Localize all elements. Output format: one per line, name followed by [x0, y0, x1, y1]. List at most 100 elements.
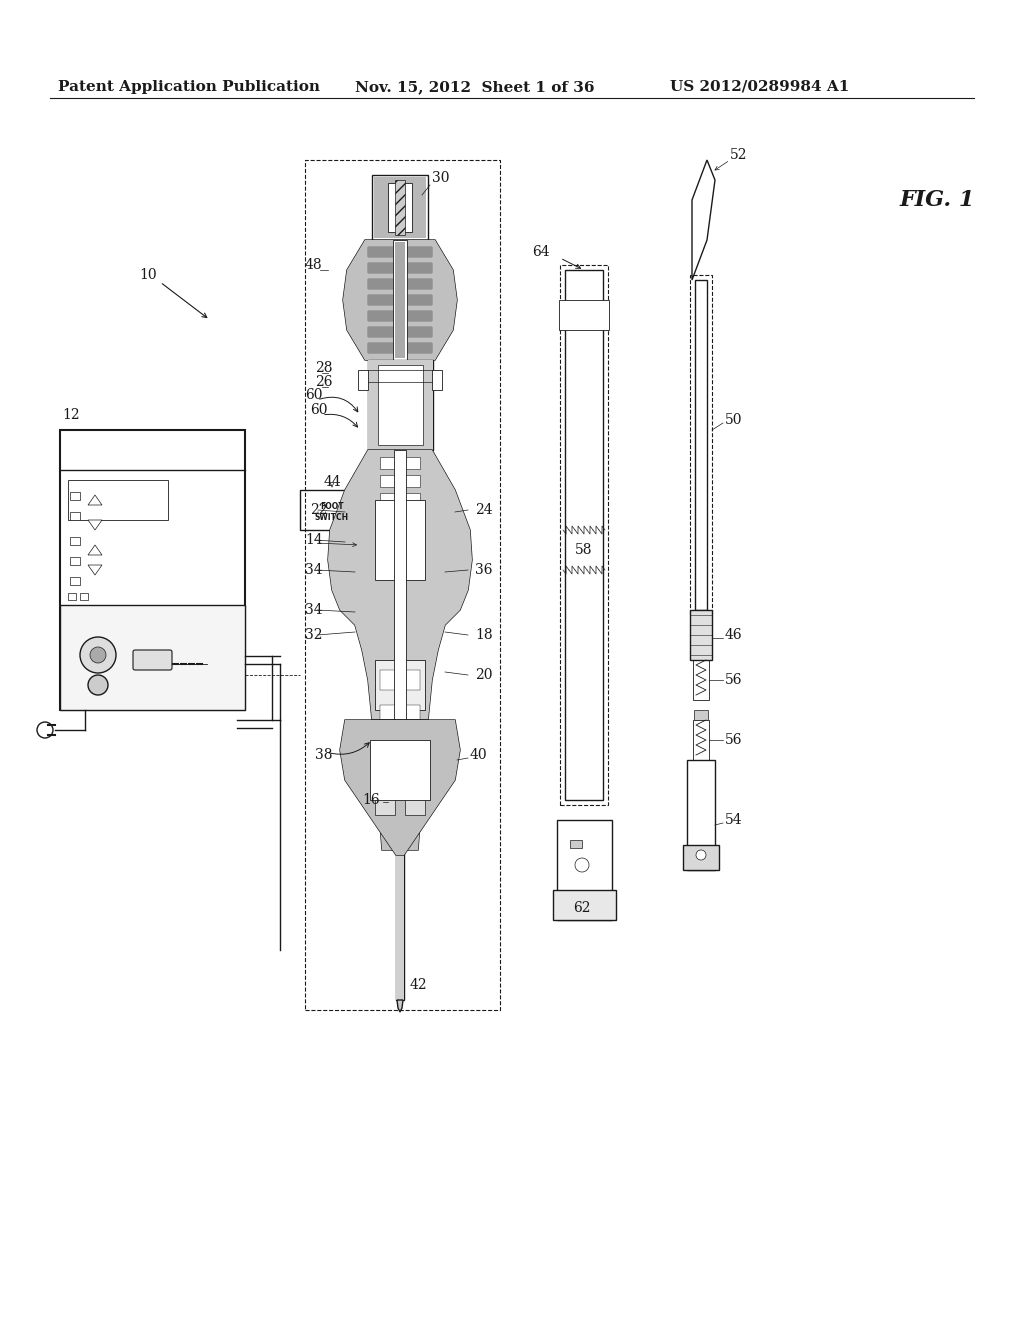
FancyBboxPatch shape	[368, 247, 432, 257]
FancyBboxPatch shape	[368, 263, 432, 273]
Text: 36: 36	[475, 564, 493, 577]
Polygon shape	[397, 1001, 403, 1012]
Circle shape	[37, 722, 53, 738]
FancyBboxPatch shape	[368, 327, 432, 337]
Text: FIG. 1: FIG. 1	[900, 189, 976, 211]
FancyBboxPatch shape	[60, 605, 245, 710]
FancyBboxPatch shape	[374, 177, 426, 238]
Polygon shape	[692, 160, 715, 280]
Text: 34: 34	[305, 564, 323, 577]
FancyBboxPatch shape	[380, 705, 420, 719]
Text: 12: 12	[62, 408, 80, 422]
FancyBboxPatch shape	[300, 490, 365, 531]
Polygon shape	[343, 240, 457, 360]
Polygon shape	[343, 240, 457, 360]
Text: 24: 24	[475, 503, 493, 517]
Text: 42: 42	[410, 978, 428, 993]
FancyBboxPatch shape	[368, 312, 432, 321]
FancyBboxPatch shape	[70, 512, 80, 520]
FancyBboxPatch shape	[396, 850, 404, 1001]
FancyBboxPatch shape	[375, 660, 425, 710]
Text: 28: 28	[315, 360, 333, 375]
Text: Patent Application Publication: Patent Application Publication	[58, 81, 319, 94]
Polygon shape	[328, 450, 472, 719]
FancyBboxPatch shape	[368, 294, 432, 305]
Polygon shape	[328, 450, 472, 719]
Text: 44: 44	[324, 475, 341, 488]
Polygon shape	[372, 719, 428, 850]
FancyBboxPatch shape	[68, 480, 168, 520]
Text: US 2012/0289984 A1: US 2012/0289984 A1	[670, 81, 849, 94]
Text: 16: 16	[362, 793, 380, 807]
Text: 20: 20	[475, 668, 493, 682]
Text: 46: 46	[725, 628, 742, 642]
FancyBboxPatch shape	[80, 593, 88, 601]
Text: 56: 56	[725, 673, 742, 686]
FancyBboxPatch shape	[368, 360, 433, 450]
Text: 64: 64	[532, 246, 550, 259]
Polygon shape	[88, 565, 102, 576]
FancyBboxPatch shape	[378, 366, 423, 445]
Text: 32: 32	[305, 628, 323, 642]
Text: 14: 14	[305, 533, 323, 546]
Text: 62: 62	[573, 902, 591, 915]
Text: 18: 18	[475, 628, 493, 642]
FancyBboxPatch shape	[396, 850, 404, 1001]
FancyBboxPatch shape	[395, 242, 406, 358]
Circle shape	[90, 647, 106, 663]
FancyBboxPatch shape	[70, 492, 80, 500]
FancyBboxPatch shape	[372, 176, 428, 240]
Circle shape	[88, 675, 108, 696]
FancyBboxPatch shape	[380, 475, 420, 487]
Text: 54: 54	[725, 813, 742, 828]
Text: 60: 60	[310, 403, 328, 417]
FancyBboxPatch shape	[70, 557, 80, 565]
Text: 60: 60	[305, 388, 323, 403]
FancyBboxPatch shape	[393, 240, 407, 360]
Circle shape	[80, 638, 116, 673]
FancyBboxPatch shape	[395, 719, 406, 850]
Text: 30: 30	[432, 172, 450, 185]
Text: FOOT
SWITCH: FOOT SWITCH	[315, 503, 349, 521]
Text: 48: 48	[305, 257, 323, 272]
Text: 22: 22	[310, 503, 328, 517]
FancyBboxPatch shape	[388, 183, 412, 232]
Text: 34: 34	[305, 603, 323, 616]
FancyBboxPatch shape	[695, 280, 707, 610]
Text: 56: 56	[725, 733, 742, 747]
FancyBboxPatch shape	[368, 343, 432, 352]
FancyBboxPatch shape	[565, 271, 603, 800]
FancyBboxPatch shape	[395, 180, 406, 235]
FancyBboxPatch shape	[380, 565, 420, 577]
Polygon shape	[372, 719, 428, 850]
FancyBboxPatch shape	[406, 800, 425, 814]
Text: 10: 10	[139, 268, 157, 282]
Polygon shape	[88, 545, 102, 554]
FancyBboxPatch shape	[380, 546, 420, 558]
Polygon shape	[340, 719, 460, 855]
FancyBboxPatch shape	[380, 511, 420, 523]
Polygon shape	[88, 495, 102, 506]
FancyBboxPatch shape	[368, 327, 432, 337]
FancyBboxPatch shape	[380, 492, 420, 506]
FancyBboxPatch shape	[694, 710, 708, 719]
FancyBboxPatch shape	[394, 450, 406, 719]
FancyBboxPatch shape	[368, 294, 432, 305]
FancyBboxPatch shape	[380, 671, 420, 690]
FancyBboxPatch shape	[683, 845, 719, 870]
FancyBboxPatch shape	[368, 263, 432, 273]
FancyBboxPatch shape	[557, 820, 612, 920]
FancyBboxPatch shape	[368, 343, 432, 352]
FancyBboxPatch shape	[60, 430, 245, 710]
FancyBboxPatch shape	[553, 890, 616, 920]
Text: 52: 52	[730, 148, 748, 162]
FancyBboxPatch shape	[687, 760, 715, 870]
FancyBboxPatch shape	[368, 312, 432, 321]
FancyBboxPatch shape	[559, 300, 609, 330]
FancyBboxPatch shape	[375, 500, 425, 579]
Circle shape	[696, 850, 706, 861]
Polygon shape	[88, 520, 102, 531]
Text: 40: 40	[470, 748, 487, 762]
FancyBboxPatch shape	[358, 370, 368, 389]
Text: 38: 38	[315, 748, 333, 762]
